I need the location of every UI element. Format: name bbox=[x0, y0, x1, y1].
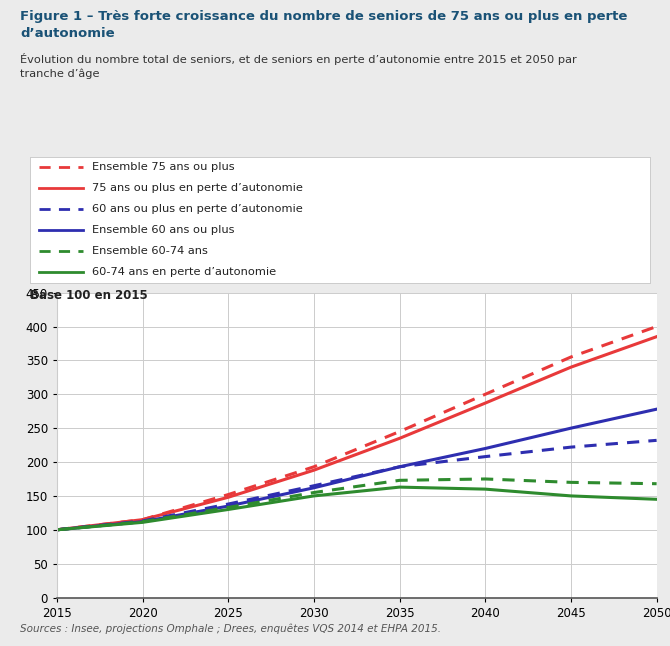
Text: Sources : Insee, projections Omphale ; Drees, enquêtes VQS 2014 et EHPA 2015.: Sources : Insee, projections Omphale ; D… bbox=[20, 624, 441, 634]
Text: Évolution du nombre total de seniors, et de seniors en perte d’autonomie entre 2: Évolution du nombre total de seniors, et… bbox=[20, 53, 577, 79]
Text: Figure 1 – Très forte croissance du nombre de seniors de 75 ans ou plus en perte: Figure 1 – Très forte croissance du nomb… bbox=[20, 10, 628, 23]
Text: Ensemble 75 ans ou plus: Ensemble 75 ans ou plus bbox=[92, 163, 234, 172]
Text: Ensemble 60 ans ou plus: Ensemble 60 ans ou plus bbox=[92, 225, 234, 235]
Text: 60 ans ou plus en perte d’autonomie: 60 ans ou plus en perte d’autonomie bbox=[92, 205, 303, 214]
Text: d’autonomie: d’autonomie bbox=[20, 27, 115, 40]
Text: Ensemble 60-74 ans: Ensemble 60-74 ans bbox=[92, 247, 208, 256]
Text: 60-74 ans en perte d’autonomie: 60-74 ans en perte d’autonomie bbox=[92, 267, 276, 277]
Text: Base 100 en 2015: Base 100 en 2015 bbox=[30, 289, 148, 302]
Text: 75 ans ou plus en perte d’autonomie: 75 ans ou plus en perte d’autonomie bbox=[92, 183, 303, 193]
